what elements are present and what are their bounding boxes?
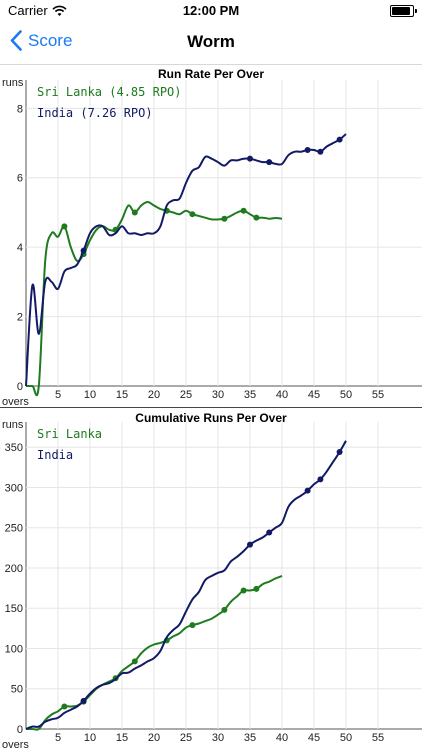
x-tick-label: 20 (148, 732, 160, 744)
series-point (247, 541, 253, 548)
x-tick-label: 40 (276, 389, 288, 401)
series-point (80, 247, 87, 254)
y-tick-label: 200 (5, 563, 23, 575)
series-line-1 (25, 133, 347, 387)
series-point (247, 155, 253, 162)
x-tick-label: 5 (55, 389, 61, 401)
x-tick-label: 55 (372, 732, 384, 744)
y-tick-label: 2 (17, 312, 23, 324)
x-axis-label: overs (2, 396, 29, 407)
legend-entry: Sri Lanka (37, 427, 102, 441)
x-tick-label: 40 (276, 732, 288, 744)
series-line-0 (26, 200, 283, 397)
legend-entry: India (37, 448, 73, 462)
series-line-1 (25, 440, 347, 730)
navigation-bar: Score Worm (0, 22, 422, 65)
y-tick-label: 100 (5, 643, 23, 655)
x-tick-label: 10 (84, 732, 96, 744)
series-point (240, 587, 247, 594)
battery-icon (390, 5, 417, 17)
series-point (61, 703, 68, 710)
series-point (304, 487, 311, 494)
series-line-0 (26, 575, 283, 731)
series-point (80, 697, 87, 704)
x-tick-label: 50 (340, 732, 352, 744)
y-tick-label: 0 (17, 724, 23, 736)
series-point (131, 209, 138, 216)
series-point (336, 449, 343, 456)
legend-entry: India (7.26 RPO) (37, 106, 153, 120)
clock: 12:00 PM (182, 3, 240, 18)
y-tick-label: 150 (5, 603, 23, 615)
x-tick-label: 35 (244, 732, 256, 744)
x-tick-label: 30 (212, 732, 224, 744)
series-point (336, 136, 343, 143)
series-point (266, 159, 273, 166)
y-tick-label: 0 (17, 381, 23, 393)
y-tick-label: 50 (11, 684, 23, 696)
series-point (221, 606, 228, 613)
wifi-icon (52, 4, 67, 22)
x-tick-label: 45 (308, 389, 320, 401)
y-axis-label: runs (2, 77, 24, 89)
x-tick-label: 10 (84, 389, 96, 401)
run-rate-chart: Run Rate Per Over 5 10 15 20 25 30 35 40 45 50 55 0 2… (0, 64, 422, 407)
x-tick-label: 45 (308, 732, 320, 744)
chart-divider (0, 407, 422, 408)
y-axis-label: runs (2, 419, 24, 431)
series-point (253, 585, 260, 592)
series-point (189, 211, 196, 218)
x-tick-label: 25 (180, 389, 192, 401)
series-point (266, 529, 273, 536)
back-button-label: Score (28, 30, 73, 50)
series-point (189, 622, 196, 629)
legend-entry: Sri Lanka (4.85 RPO) (37, 85, 182, 99)
x-tick-label: 20 (148, 389, 160, 401)
x-tick-label: 35 (244, 389, 256, 401)
y-tick-label: 350 (5, 442, 23, 454)
x-tick-label: 30 (212, 389, 224, 401)
y-tick-label: 8 (17, 103, 23, 115)
y-tick-label: 250 (5, 523, 23, 535)
series-point (304, 146, 311, 153)
carrier-label: Carrier (8, 3, 48, 18)
series-point (61, 223, 68, 230)
x-tick-label: 5 (55, 732, 61, 744)
series-point (317, 148, 324, 155)
x-axis-label: overs (2, 739, 29, 750)
series-point (253, 214, 260, 221)
series-point (317, 476, 324, 483)
page-title: Worm (187, 32, 235, 51)
chart-title: Run Rate Per Over (158, 67, 264, 81)
series-point (131, 658, 138, 665)
chart-title: Cumulative Runs Per Over (135, 411, 287, 425)
x-tick-label: 15 (116, 732, 128, 744)
cumulative-runs-chart: Cumulative Runs Per Over 5 10 15 20 25 30 35 40 4… (0, 408, 422, 750)
x-tick-label: 55 (372, 389, 384, 401)
status-bar: Carrier 12:00 PM (0, 0, 422, 22)
back-button[interactable]: Score (10, 30, 72, 51)
series-point (221, 215, 228, 222)
y-tick-label: 6 (17, 173, 23, 185)
series-point (240, 207, 247, 214)
x-tick-label: 15 (116, 389, 128, 401)
y-tick-label: 4 (17, 242, 23, 254)
chevron-left-icon (10, 30, 22, 51)
y-tick-label: 300 (5, 482, 23, 494)
x-tick-label: 25 (180, 732, 192, 744)
x-tick-label: 50 (340, 389, 352, 401)
